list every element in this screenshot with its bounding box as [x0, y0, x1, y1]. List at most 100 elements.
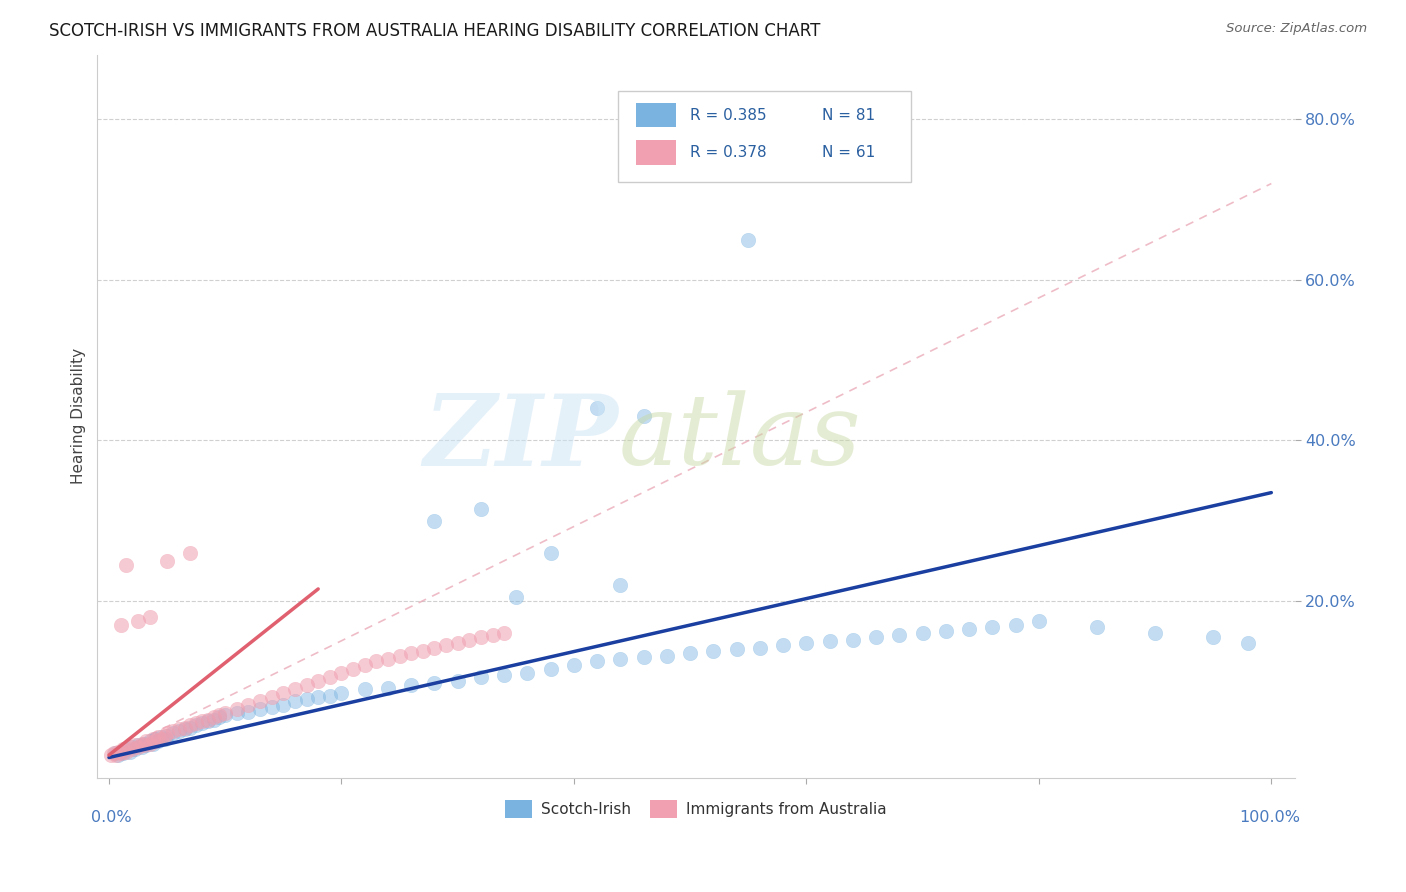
- Point: [167, 724, 190, 739]
- Point: [127, 614, 149, 628]
- Text: N = 61: N = 61: [821, 145, 875, 161]
- Point: [1028, 614, 1050, 628]
- Point: [447, 636, 470, 650]
- Point: [135, 734, 157, 748]
- Text: R = 0.378: R = 0.378: [690, 145, 766, 161]
- Point: [225, 702, 247, 716]
- Point: [702, 644, 724, 658]
- Point: [156, 729, 179, 743]
- Point: [202, 713, 225, 727]
- Point: [494, 626, 516, 640]
- Point: [796, 636, 818, 650]
- Point: [156, 726, 179, 740]
- Point: [1004, 618, 1026, 632]
- Point: [470, 670, 492, 684]
- Point: [330, 666, 353, 681]
- Point: [138, 610, 160, 624]
- Point: [115, 558, 138, 572]
- Point: [540, 546, 562, 560]
- Point: [124, 742, 146, 756]
- Text: 100.0%: 100.0%: [1240, 810, 1301, 825]
- Point: [127, 739, 149, 753]
- Point: [447, 674, 470, 689]
- Point: [540, 662, 562, 676]
- Point: [494, 668, 516, 682]
- Point: [115, 742, 138, 756]
- Point: [118, 745, 141, 759]
- Point: [179, 546, 201, 560]
- Point: [225, 706, 247, 721]
- FancyBboxPatch shape: [619, 91, 911, 182]
- Point: [273, 698, 295, 713]
- Point: [353, 682, 375, 697]
- FancyBboxPatch shape: [636, 140, 676, 165]
- Point: [586, 401, 609, 416]
- Y-axis label: Hearing Disability: Hearing Disability: [72, 348, 86, 484]
- Point: [273, 686, 295, 700]
- Point: [377, 681, 399, 695]
- Point: [132, 737, 155, 751]
- Point: [295, 692, 318, 706]
- Point: [162, 724, 184, 739]
- Point: [748, 640, 770, 655]
- Text: atlas: atlas: [619, 391, 860, 485]
- Point: [609, 652, 631, 666]
- Point: [260, 690, 283, 705]
- Point: [107, 748, 129, 763]
- Point: [609, 578, 631, 592]
- Point: [353, 658, 375, 673]
- Text: Source: ZipAtlas.com: Source: ZipAtlas.com: [1226, 22, 1367, 36]
- Point: [655, 648, 678, 663]
- Point: [842, 632, 865, 647]
- Point: [399, 646, 422, 660]
- Point: [156, 554, 179, 568]
- Point: [150, 732, 173, 747]
- Point: [865, 630, 887, 644]
- Text: N = 81: N = 81: [821, 108, 875, 122]
- Text: ZIP: ZIP: [423, 390, 619, 486]
- Point: [132, 739, 155, 753]
- Text: R = 0.385: R = 0.385: [690, 108, 766, 122]
- Point: [104, 747, 127, 761]
- Point: [142, 732, 165, 747]
- Point: [186, 718, 208, 732]
- FancyBboxPatch shape: [636, 103, 676, 128]
- Point: [145, 734, 167, 748]
- Point: [214, 706, 236, 721]
- Point: [150, 731, 173, 745]
- Point: [284, 682, 307, 697]
- Point: [121, 740, 143, 755]
- Point: [505, 590, 527, 604]
- Point: [127, 740, 149, 755]
- Point: [260, 700, 283, 714]
- Point: [307, 690, 329, 705]
- Point: [121, 742, 143, 756]
- Point: [911, 626, 934, 640]
- Point: [342, 662, 364, 676]
- Point: [191, 716, 214, 731]
- Point: [238, 698, 260, 713]
- Point: [110, 747, 132, 761]
- Point: [115, 745, 138, 759]
- Point: [423, 676, 446, 690]
- Point: [110, 745, 132, 759]
- Point: [179, 718, 201, 732]
- Point: [633, 650, 655, 665]
- Point: [399, 678, 422, 692]
- Point: [249, 702, 271, 716]
- Point: [100, 748, 122, 763]
- Point: [146, 731, 169, 745]
- Point: [208, 708, 231, 723]
- Point: [111, 742, 134, 756]
- Point: [173, 723, 195, 737]
- Point: [737, 233, 759, 247]
- Point: [238, 705, 260, 719]
- Point: [124, 739, 146, 753]
- Point: [935, 624, 957, 639]
- Point: [377, 652, 399, 666]
- Point: [107, 745, 129, 759]
- Text: SCOTCH-IRISH VS IMMIGRANTS FROM AUSTRALIA HEARING DISABILITY CORRELATION CHART: SCOTCH-IRISH VS IMMIGRANTS FROM AUSTRALI…: [49, 22, 821, 40]
- Point: [562, 658, 585, 673]
- Point: [145, 732, 167, 747]
- Point: [197, 713, 219, 727]
